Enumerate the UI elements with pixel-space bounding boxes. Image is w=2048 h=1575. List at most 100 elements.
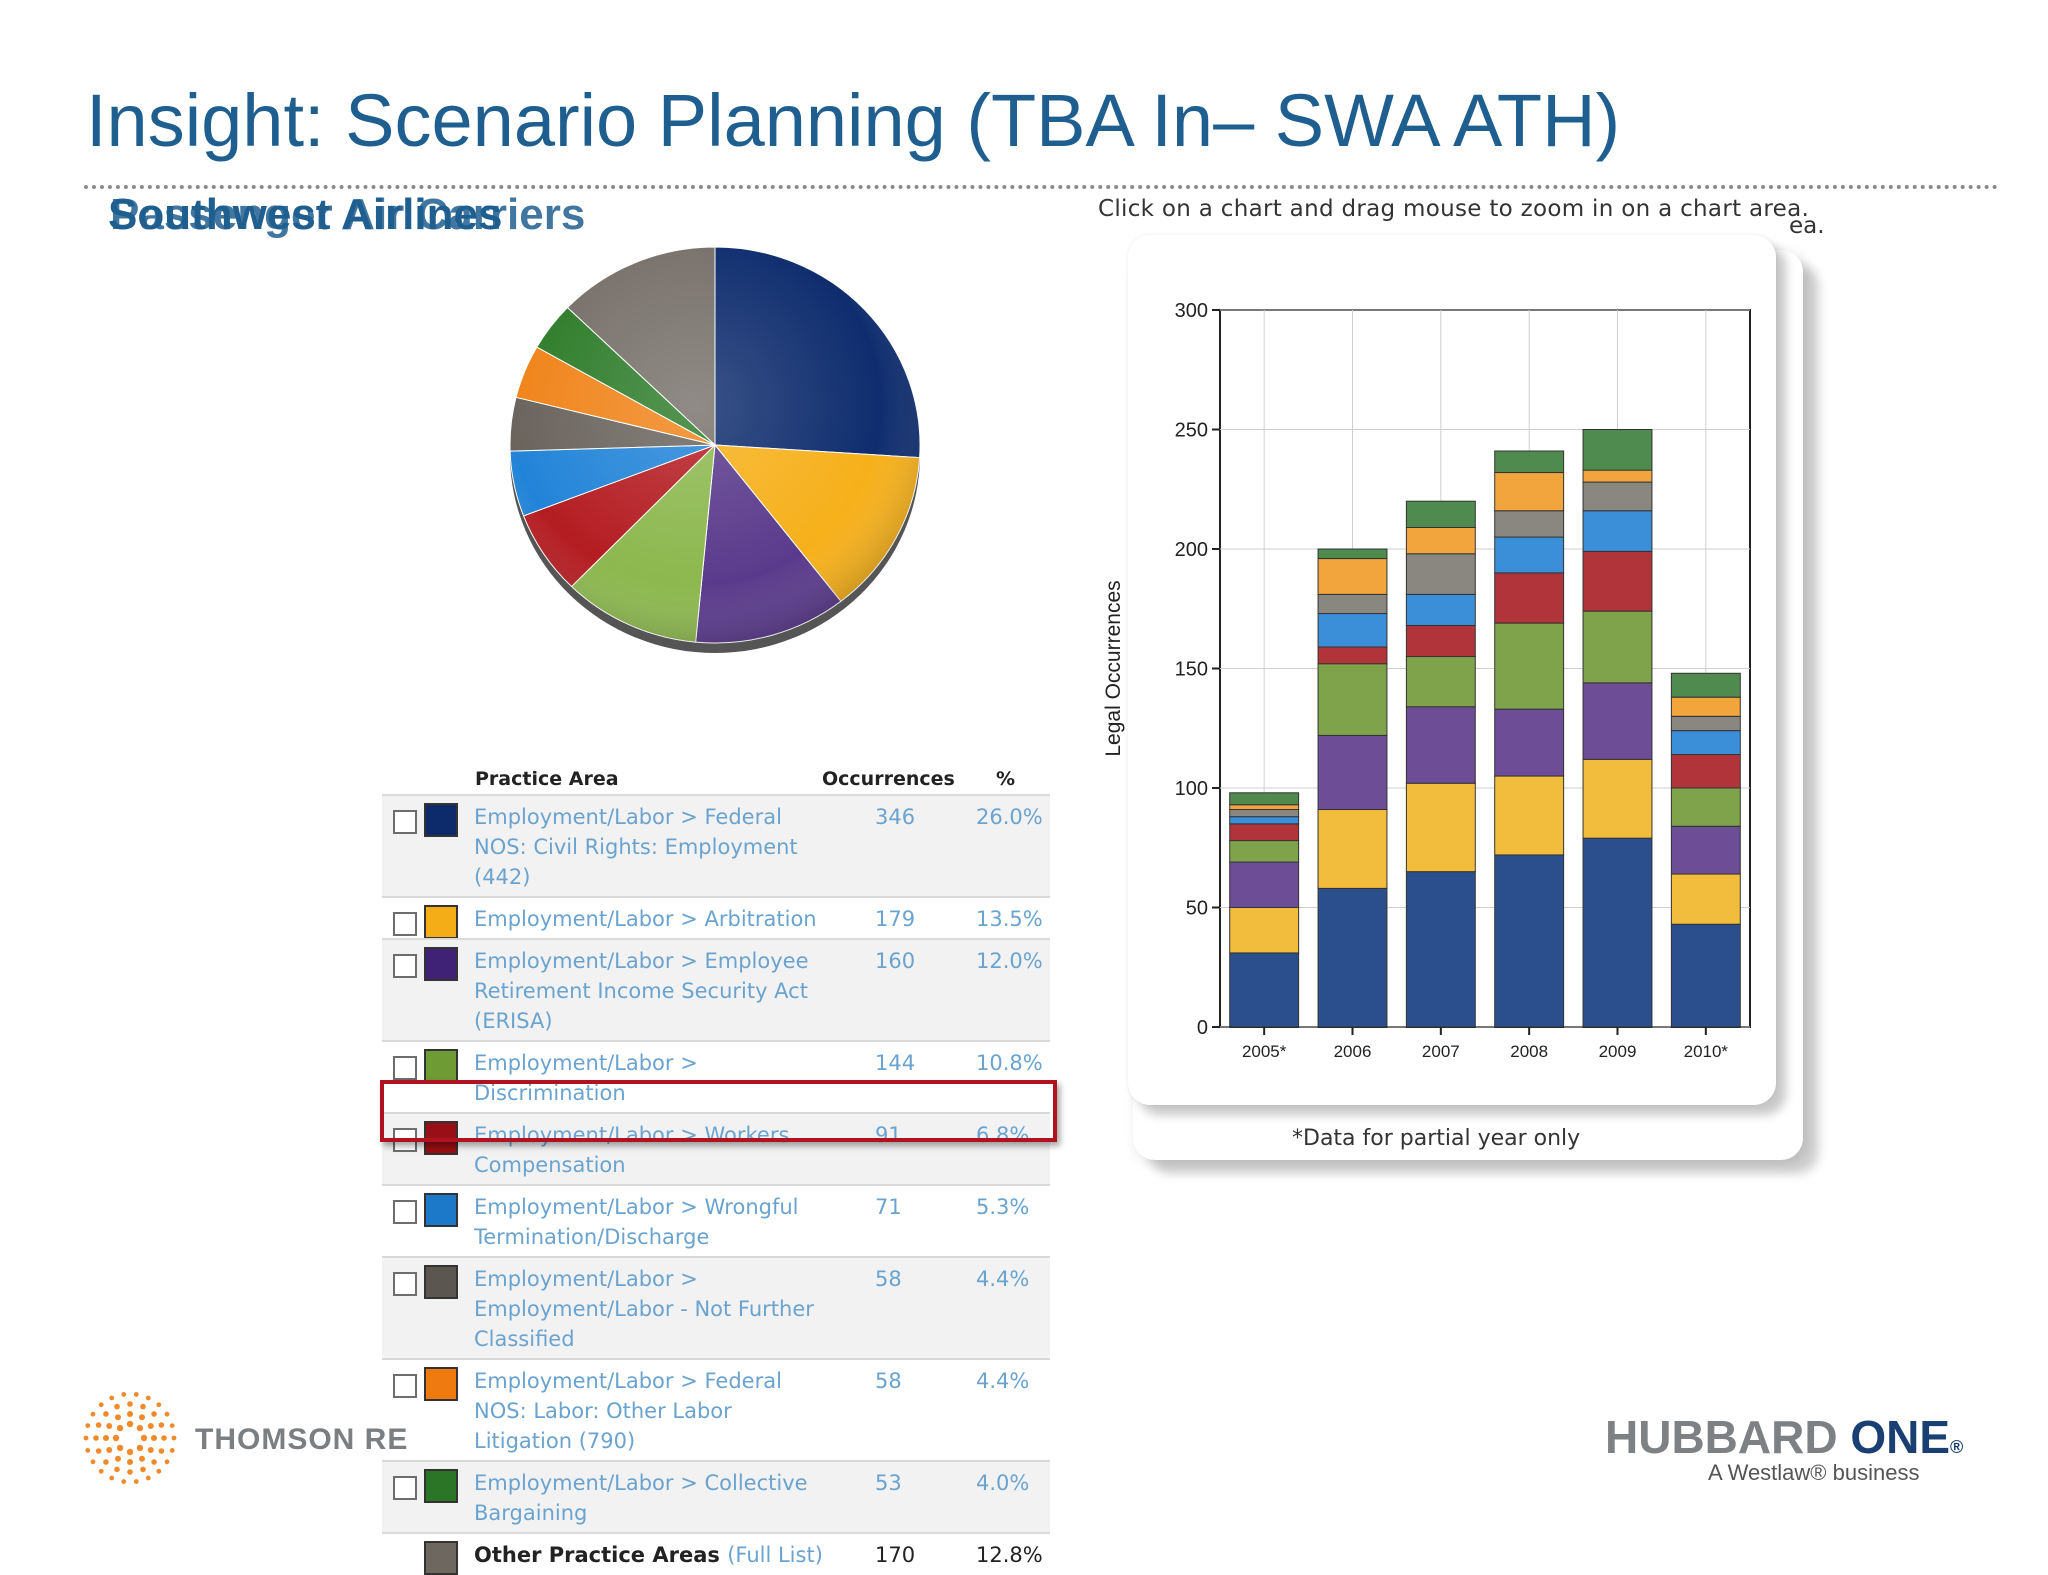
bar-segment[interactable] — [1405, 553, 1476, 595]
bar-segment[interactable] — [1317, 558, 1388, 595]
bar-segment[interactable] — [1229, 816, 1300, 825]
practice-area-link[interactable]: Employment/Labor > Employment/Labor - No… — [474, 1267, 814, 1351]
bar-segment[interactable] — [1317, 613, 1388, 648]
bar-segment[interactable] — [1582, 610, 1653, 684]
bar-segment[interactable] — [1582, 469, 1653, 483]
bar-segment[interactable] — [1670, 696, 1741, 717]
pie-slice-0[interactable] — [714, 246, 921, 459]
logo-dot — [158, 1448, 165, 1454]
bar-segment[interactable] — [1317, 646, 1388, 665]
bar-segment[interactable] — [1494, 536, 1565, 574]
bar-segment[interactable] — [1405, 871, 1476, 1028]
bar-segment[interactable] — [1670, 873, 1741, 925]
logo-dot — [136, 1424, 144, 1432]
full-list-link[interactable]: (Full List) — [727, 1543, 823, 1567]
bar-segment[interactable] — [1494, 472, 1565, 512]
practice-area-link[interactable]: Employment/Labor > Employee Retirement I… — [474, 949, 809, 1033]
bar-segment[interactable] — [1229, 804, 1300, 811]
bar-segment[interactable] — [1494, 708, 1565, 777]
bar-segment[interactable] — [1317, 548, 1388, 560]
occurrence-percent: 4.4% — [976, 1267, 1030, 1291]
row-checkbox[interactable] — [393, 1200, 417, 1224]
bar-segment[interactable] — [1494, 572, 1565, 624]
bar-segment[interactable] — [1405, 624, 1476, 658]
bar-segment[interactable] — [1229, 840, 1300, 863]
y-axis-label: Legal Occurrences — [1102, 580, 1125, 756]
bar-segment[interactable] — [1405, 526, 1476, 555]
bar-segment[interactable] — [1229, 809, 1300, 818]
x-tick-label: 2006 — [1334, 1042, 1372, 1061]
logo-dot — [169, 1423, 175, 1428]
practice-area-link[interactable]: Employment/Labor > Federal NOS: Labor: O… — [474, 1369, 782, 1453]
bar-segment[interactable] — [1229, 907, 1300, 954]
bar-segment[interactable] — [1229, 823, 1300, 842]
bar-segment[interactable] — [1494, 622, 1565, 710]
practice-area-link[interactable]: Employment/Labor > Workers Compensation — [474, 1123, 790, 1177]
row-checkbox[interactable] — [393, 1476, 417, 1500]
pie-chart[interactable] — [495, 240, 935, 670]
occurrence-count: 144 — [875, 1051, 916, 1075]
stacked-bar-chart[interactable]: 0 50 100 150 200 250 300 2005* 2006 2007 2008 2009 2… — [1085, 285, 1755, 1075]
logo-dot — [164, 1411, 170, 1417]
bar-segment[interactable] — [1317, 593, 1388, 615]
logo-dot — [98, 1402, 104, 1408]
row-checkbox[interactable] — [393, 810, 417, 834]
bar-segment[interactable] — [1229, 861, 1300, 909]
occurrence-percent: 5.3% — [976, 1195, 1030, 1219]
table-row: Employment/Labor > Federal NOS: Labor: O… — [382, 1358, 1050, 1460]
bar-segment[interactable] — [1317, 734, 1388, 811]
bar-segment[interactable] — [1229, 792, 1300, 806]
bar-segment[interactable] — [1229, 952, 1300, 1028]
logo-dot — [112, 1434, 120, 1442]
bar-segment[interactable] — [1317, 887, 1388, 1028]
y-tick-label: 150 — [1175, 659, 1208, 681]
practice-area-link[interactable]: Employment/Labor > Federal NOS: Civil Ri… — [474, 805, 798, 889]
bar-segment[interactable] — [1405, 706, 1476, 784]
bar-segment[interactable] — [1670, 825, 1741, 875]
bar-segment[interactable] — [1317, 809, 1388, 889]
bar-segment[interactable] — [1494, 450, 1565, 474]
logo-dot — [103, 1411, 109, 1417]
bar-segment[interactable] — [1670, 730, 1741, 756]
bar-segment[interactable] — [1582, 550, 1653, 612]
bar-segment[interactable] — [1582, 758, 1653, 839]
bar-segment[interactable] — [1405, 782, 1476, 873]
bar-segment[interactable] — [1582, 682, 1653, 760]
practice-area-link[interactable]: Employment/Labor > Discrimination — [474, 1051, 698, 1105]
thomson-reuters-logo-icon — [83, 1392, 177, 1484]
bar-segment[interactable] — [1670, 715, 1741, 732]
logo-dot — [109, 1395, 115, 1401]
westlaw-tagline: A Westlaw® business — [1708, 1460, 1920, 1485]
header-practice-area: Practice Area — [475, 768, 619, 790]
row-checkbox[interactable] — [393, 1056, 417, 1080]
row-checkbox[interactable] — [393, 954, 417, 978]
bar-segment[interactable] — [1405, 593, 1476, 626]
bar-segment[interactable] — [1582, 481, 1653, 512]
bar-segment[interactable] — [1670, 754, 1741, 789]
registered-mark: ® — [1950, 1437, 1964, 1457]
hubbard-one-logo: HUBBARD ONE® — [1605, 1410, 1963, 1464]
row-checkbox[interactable] — [393, 912, 417, 936]
bar-segment[interactable] — [1670, 672, 1741, 698]
bar-segment[interactable] — [1670, 787, 1741, 827]
bar-segment[interactable] — [1494, 775, 1565, 856]
table-row: Employment/Labor > Federal NOS: Civil Ri… — [382, 794, 1050, 896]
bar-segment[interactable] — [1494, 854, 1565, 1028]
bar-segment[interactable] — [1670, 923, 1741, 1028]
bar-segment[interactable] — [1405, 500, 1476, 528]
bar-segment[interactable] — [1405, 656, 1476, 708]
row-checkbox[interactable] — [393, 1272, 417, 1296]
practice-area-link[interactable]: Employment/Labor > Wrongful Termination/… — [474, 1195, 799, 1249]
logo-dot — [145, 1475, 151, 1481]
bar-segment[interactable] — [1582, 510, 1653, 552]
practice-area-link[interactable]: Employment/Labor > Arbitration — [474, 907, 817, 931]
bar-segment[interactable] — [1582, 837, 1653, 1028]
occurrence-percent: 13.5% — [976, 907, 1043, 931]
bar-segment[interactable] — [1582, 429, 1653, 471]
row-checkbox[interactable] — [393, 1374, 417, 1398]
bar-segment[interactable] — [1317, 663, 1388, 736]
bar-segment[interactable] — [1494, 510, 1565, 538]
legend-swatch — [424, 1265, 458, 1299]
table-row-other: Other Practice Areas (Full List) 170 12.8% — [382, 1532, 1050, 1575]
practice-area-link[interactable]: Employment/Labor > Collective Bargaining — [474, 1471, 808, 1525]
